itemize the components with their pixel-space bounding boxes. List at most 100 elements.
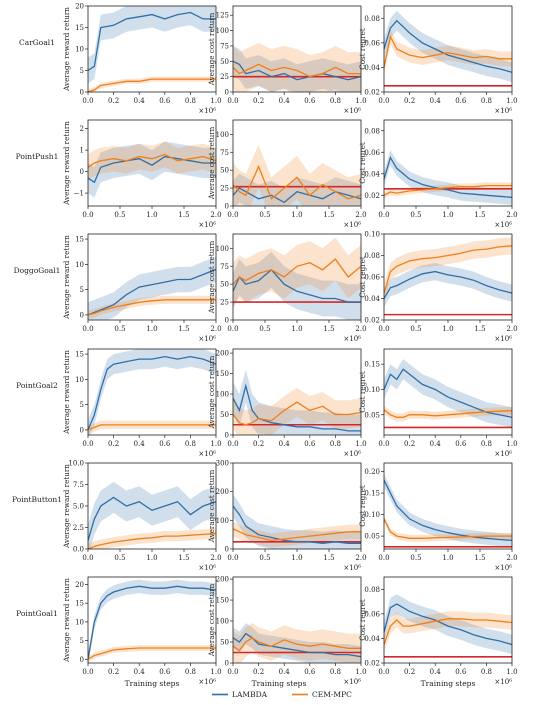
x-tick-label: 0.5 [410,325,421,333]
axes-frame [383,348,513,436]
environment-labels: CarGoal1 PointPush1 DoggoGoal1 PointGoal2 Po… [12,38,62,618]
x-tick-label: 0.8 [330,440,341,448]
series-line-lambda [88,268,216,316]
x-tick-label: 0.5 [410,554,421,562]
y-tick-label: 0.06 [364,610,380,618]
x-multiplier: ×10⁶ [198,335,216,343]
y-tick-label: 0.08 [364,15,380,23]
x-tick-label: 2.0 [210,325,221,333]
x-tick-label: 0.5 [259,325,270,333]
x-tick-label: 2.0 [355,325,366,333]
x-tick-label: 0.6 [304,668,316,676]
x-tick-label: 2.0 [355,211,366,219]
series-line-lambda [233,383,361,432]
y-tick-label: 0 [80,426,84,434]
band-cem-mpc [88,295,216,319]
x-tick-label: 1.5 [178,325,189,333]
y-tick-label: 25 [220,185,229,193]
band-cem-mpc [233,387,361,435]
y-axis-label: Average reward return [62,121,71,206]
x-tick-label: 2.0 [210,211,221,219]
y-axis-label: Average cost return [207,355,216,429]
x-tick-label: 0.0 [227,440,238,448]
x-tick-label: 1.0 [442,211,453,219]
x-tick-label: 0.0 [82,325,93,333]
x-tick-label: 0.6 [455,97,467,105]
series-line-lambda [233,268,361,303]
band-lambda [233,173,361,206]
x-tick-label: 0.5 [114,211,125,219]
x-tick-label: 0.2 [253,97,264,105]
x-tick-label: 1.0 [146,211,157,219]
x-tick-label: 2.0 [506,554,517,562]
y-axis-label: Average reward return [62,7,71,92]
panel-doggogoal1-2: 0.0 0.5 1.0 1.5 2.0 ×10⁶ 0.02 0.04 0.06 0.08 0.10 C… [358,231,518,344]
x-multiplier: ×10⁶ [494,678,512,686]
x-tick-label: 1.0 [355,440,366,448]
band-cem-mpc [384,237,512,302]
y-tick-label: 25 [220,299,229,307]
x-tick-label: 0.8 [185,668,196,676]
y-tick-label: 100 [216,131,229,139]
y-tick-label: 0 [80,89,84,97]
y-tick-label: 50 [220,281,229,289]
y-tick-label: 0.08 [364,586,380,594]
series-line-cem-mpc [233,637,361,652]
y-tick-label: 0 [225,89,229,97]
x-tick-label: 0.5 [259,554,270,562]
x-multiplier: ×10⁶ [494,564,512,572]
y-tick-label: 0 [225,317,229,325]
panel-pointgoal1-0: 0.0 0.2 0.4 0.6 0.8 1.0 ×10⁶ 0 5 10 15 20 Average re… [62,576,222,686]
x-multiplier: ×10⁶ [343,221,361,229]
x-tick-label: 0.0 [378,97,389,105]
y-tick-label: 25 [220,73,229,81]
series-line-cem-mpc [233,258,361,285]
env-label-doggogoal1: DoggoGoal1 [14,266,61,275]
x-tick-label: 0.0 [227,554,238,562]
x-axis-labels: Training steps Training steps Training ste… [125,679,476,688]
x-tick-label: 0.0 [227,325,238,333]
x-tick-label: 1.0 [442,325,453,333]
x-multiplier: ×10⁶ [343,335,361,343]
y-tick-label: 0.06 [364,149,380,157]
y-tick-label: 100 [216,517,229,525]
series-line-lambda [88,585,216,660]
env-label-pointgoal2: PointGoal2 [16,381,58,390]
panel-cargoal1-1: 0.0 0.2 0.4 0.6 0.8 1.0 ×10⁶ 0 25 50 75 100 125Avera… [207,5,367,115]
x-tick-label: 0.2 [108,668,119,676]
series-line-lambda [88,11,216,72]
x-multiplier: ×10⁶ [494,335,512,343]
band-cem-mpc [384,611,512,652]
band-lambda [88,349,216,435]
x-tick-label: 2.0 [210,554,221,562]
y-tick-label: 15 [75,236,84,244]
series-line-cem-mpc [384,518,512,539]
x-tick-label: 1.5 [323,211,334,219]
x-tick-label: 1.5 [474,554,485,562]
x-tick-label: 1.0 [506,668,517,676]
series-line-lambda [88,496,216,541]
x-tick-label: 2.0 [506,325,517,333]
panel-cargoal1-2: 0.0 0.2 0.4 0.6 0.8 1.0 ×10⁶ 0.02 0.04 0.06 0.08 Co… [358,5,518,115]
axes-frame [87,576,217,664]
series-line-cem-mpc [233,164,361,200]
axes-frame [87,348,217,436]
x-tick-label: 0.4 [279,668,291,676]
x-tick-label: 1.5 [178,211,189,219]
y-tick-label: 0.20 [364,468,380,476]
x-tick-label: 1.0 [506,440,517,448]
y-tick-label: 0.04 [364,170,380,178]
x-multiplier: ×10⁶ [494,107,512,115]
panel-pointgoal1-2: 0.0 0.2 0.4 0.6 0.8 1.0 ×10⁶ 0.02 0.04 0.06 0.08 Co… [358,576,518,686]
y-axis-label: Cost regret [358,599,367,641]
band-lambda [233,369,361,435]
y-tick-label: 150 [216,597,229,605]
x-tick-label: 0.0 [82,211,93,219]
x-tick-label: 0.2 [404,97,415,105]
x-tick-label: 2.0 [355,554,366,562]
x-multiplier: ×10⁶ [343,450,361,458]
series-line-cem-mpc [233,528,361,542]
panel-pointbutton1-0: 0.0 0.5 1.0 1.5 2.0×10⁶0.02.55.07.510.0Avera… [62,460,222,573]
